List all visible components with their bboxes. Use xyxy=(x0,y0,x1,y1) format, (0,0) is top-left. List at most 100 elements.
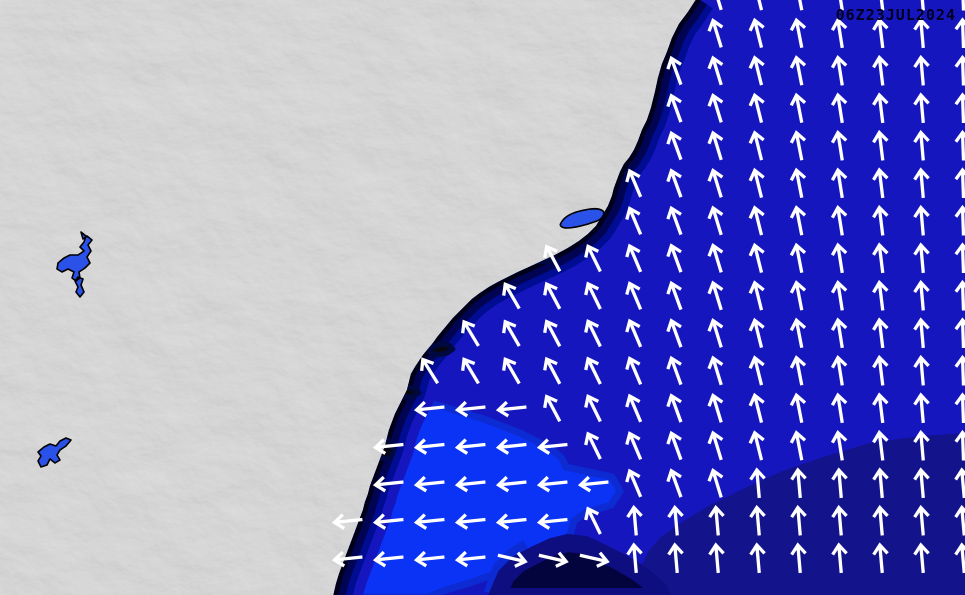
wave-direction-arrow xyxy=(454,550,486,568)
wave-direction-arrow xyxy=(789,392,807,424)
wave-direction-arrow xyxy=(584,506,602,535)
wave-direction-arrow xyxy=(372,513,404,530)
wave-direction-arrow xyxy=(913,317,930,349)
wave-direction-arrow xyxy=(372,438,404,455)
wave-direction-arrow xyxy=(872,504,889,536)
wave-direction-arrow xyxy=(536,475,568,493)
wave-direction-arrow xyxy=(625,281,643,310)
wave-direction-arrow xyxy=(913,54,930,86)
wave-direction-arrow xyxy=(707,130,724,161)
wave-direction-arrow xyxy=(748,392,765,423)
wave-direction-arrow xyxy=(872,54,889,86)
wave-direction-arrow xyxy=(954,504,965,536)
wave-direction-arrow xyxy=(954,204,965,236)
wave-direction-arrow xyxy=(872,467,889,499)
wave-direction-arrow xyxy=(707,393,724,423)
wave-direction-arrow xyxy=(413,513,445,530)
wave-direction-arrow xyxy=(413,400,445,418)
wave-direction-arrow xyxy=(584,318,602,348)
wave-direction-arrow xyxy=(461,319,480,347)
wave-direction-arrow xyxy=(913,92,930,124)
wave-direction-arrow xyxy=(830,317,848,349)
wave-direction-arrow xyxy=(748,92,765,123)
wave-direction-arrow xyxy=(872,92,889,124)
wave-direction-arrow xyxy=(413,438,445,455)
wave-direction-arrow xyxy=(625,243,643,273)
wave-direction-arrow xyxy=(872,0,889,11)
wave-direction-arrow xyxy=(413,475,445,493)
wave-direction-arrow xyxy=(667,542,684,574)
wave-direction-arrow xyxy=(749,504,766,536)
wave-direction-arrow xyxy=(748,167,765,198)
wave-direction-arrow xyxy=(748,205,765,236)
wave-direction-arrow xyxy=(707,205,724,236)
wave-direction-arrow xyxy=(748,0,765,11)
wave-direction-arrow xyxy=(789,92,807,124)
wave-direction-arrow xyxy=(830,392,848,424)
wave-direction-arrow xyxy=(707,318,724,348)
wave-direction-arrow xyxy=(748,130,765,161)
wave-direction-arrow xyxy=(331,513,363,530)
wave-direction-arrow xyxy=(666,130,683,161)
wave-direction-arrow xyxy=(666,393,683,423)
wave-direction-arrow xyxy=(954,54,965,86)
wave-direction-arrow xyxy=(626,504,643,536)
wave-direction-arrow xyxy=(495,400,527,418)
wave-direction-arrow xyxy=(789,167,807,199)
wave-direction-arrow xyxy=(543,244,562,273)
wave-direction-arrow xyxy=(748,17,765,48)
wave-direction-arrow xyxy=(830,430,848,461)
wave-direction-arrow xyxy=(707,430,724,461)
wave-direction-arrow xyxy=(666,55,683,86)
wave-direction-arrow xyxy=(454,513,486,530)
wave-direction-arrow xyxy=(954,92,965,124)
wave-direction-arrow xyxy=(748,280,765,311)
wave-direction-arrow xyxy=(789,317,807,349)
wave-direction-arrow xyxy=(707,468,724,498)
wave-direction-arrow xyxy=(584,281,602,310)
wave-direction-arrow xyxy=(790,467,807,499)
wave-direction-arrow xyxy=(913,504,930,536)
wave-direction-arrow xyxy=(372,475,404,493)
wave-direction-arrow xyxy=(831,542,848,574)
wave-direction-arrow xyxy=(789,205,807,236)
wave-direction-arrow xyxy=(872,317,889,349)
lake-small xyxy=(37,437,72,468)
wave-direction-arrow xyxy=(454,475,486,493)
wave-direction-arrow xyxy=(913,392,930,424)
wave-direction-arrow xyxy=(954,242,965,274)
wave-direction-arrow xyxy=(954,392,965,424)
wave-direction-arrow xyxy=(502,281,521,310)
wave-direction-arrow xyxy=(789,242,807,274)
wave-direction-arrow xyxy=(830,17,848,49)
wave-direction-arrow xyxy=(872,204,889,236)
wave-direction-arrow xyxy=(913,0,930,11)
wave-direction-arrow xyxy=(830,0,848,11)
timestamp-label: 06Z23JUL2024 xyxy=(835,6,956,24)
wave-direction-arrow xyxy=(790,542,807,574)
arrow-layer xyxy=(331,0,965,574)
wave-direction-arrow xyxy=(831,467,848,499)
wave-direction-arrow xyxy=(790,504,807,536)
wave-direction-arrow xyxy=(913,467,930,499)
wave-direction-arrow xyxy=(913,354,930,386)
wave-direction-arrow xyxy=(543,356,562,385)
wave-direction-arrow xyxy=(625,318,643,348)
wave-direction-arrow xyxy=(454,438,486,455)
wave-direction-arrow xyxy=(913,204,930,236)
wave-direction-arrow xyxy=(872,167,889,199)
wave-direction-arrow xyxy=(413,550,445,568)
wave-direction-arrow xyxy=(954,354,965,386)
wave-direction-arrow xyxy=(913,429,930,461)
wave-direction-arrow xyxy=(543,319,562,348)
wave-direction-arrow xyxy=(666,168,683,198)
wave-direction-arrow xyxy=(584,243,602,273)
wave-direction-arrow xyxy=(584,431,602,460)
wave-direction-arrow xyxy=(830,167,848,199)
wave-direction-arrow xyxy=(625,393,643,423)
wave-direction-arrow xyxy=(954,279,965,311)
wave-direction-arrow xyxy=(625,468,643,498)
wave-direction-arrow xyxy=(707,55,724,86)
wave-direction-arrow xyxy=(454,400,486,418)
